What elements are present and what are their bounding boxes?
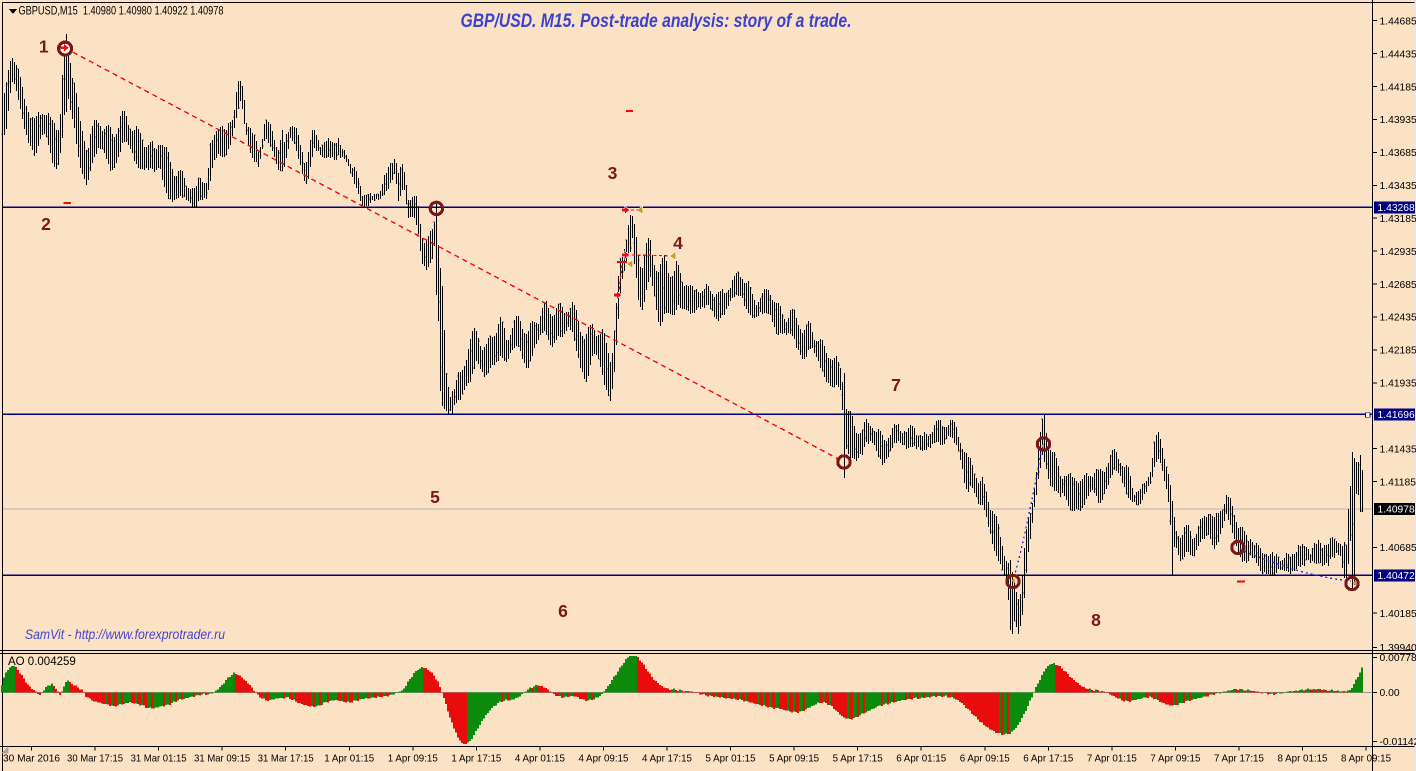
- svg-text:31 Mar 01:15: 31 Mar 01:15: [131, 753, 187, 765]
- svg-text:1.43268: 1.43268: [1378, 203, 1415, 214]
- svg-text:30 Mar 17:15: 30 Mar 17:15: [67, 753, 123, 765]
- svg-text:1.40685: 1.40685: [1380, 543, 1416, 554]
- svg-text:1.43935: 1.43935: [1380, 115, 1416, 126]
- svg-text:1.40978: 1.40978: [1378, 505, 1415, 516]
- svg-text:5 Apr 17:15: 5 Apr 17:15: [833, 753, 883, 765]
- svg-text:-0.01142: -0.01142: [1380, 737, 1416, 748]
- svg-text:8 Apr 01:15: 8 Apr 01:15: [1278, 753, 1328, 765]
- svg-text:1.44435: 1.44435: [1380, 49, 1416, 60]
- svg-text:5 Apr 01:15: 5 Apr 01:15: [706, 753, 756, 765]
- svg-text:GBPUSD,M15 1.40980 1.40980 1.: GBPUSD,M15 1.40980 1.40980 1.40922 1.409…: [19, 6, 224, 18]
- svg-text:3: 3: [608, 163, 618, 183]
- svg-text:1: 1: [39, 36, 49, 56]
- svg-text:SamVit - http://www.forexprotr: SamVit - http://www.forexprotrader.ru: [25, 627, 225, 642]
- svg-text:0.00778: 0.00778: [1380, 653, 1416, 664]
- svg-text:8 Apr 09:15: 8 Apr 09:15: [1341, 753, 1391, 765]
- svg-text:31 Mar 17:15: 31 Mar 17:15: [258, 753, 314, 765]
- svg-text:0.00: 0.00: [1380, 688, 1400, 699]
- svg-text:30 Mar 2016: 30 Mar 2016: [3, 753, 60, 765]
- svg-text:1.43685: 1.43685: [1380, 148, 1416, 159]
- svg-text:4 Apr 01:15: 4 Apr 01:15: [515, 753, 565, 765]
- svg-text:4 Apr 17:15: 4 Apr 17:15: [642, 753, 692, 765]
- svg-text:1.40472: 1.40472: [1378, 571, 1415, 582]
- svg-text:1.40185: 1.40185: [1380, 609, 1416, 620]
- svg-text:1 Apr 09:15: 1 Apr 09:15: [388, 753, 438, 765]
- svg-text:5 Apr 09:15: 5 Apr 09:15: [769, 753, 819, 765]
- svg-text:8: 8: [1091, 610, 1101, 630]
- svg-text:4 Apr 09:15: 4 Apr 09:15: [578, 753, 628, 765]
- svg-text:1.43185: 1.43185: [1380, 214, 1416, 225]
- svg-text:2: 2: [41, 214, 51, 234]
- svg-text:1 Apr 01:15: 1 Apr 01:15: [324, 753, 374, 765]
- svg-text:7: 7: [891, 375, 901, 395]
- svg-text:1.42685: 1.42685: [1380, 280, 1416, 291]
- svg-text:5: 5: [430, 487, 440, 507]
- svg-text:7 Apr 01:15: 7 Apr 01:15: [1087, 753, 1137, 765]
- svg-text:1.41935: 1.41935: [1380, 379, 1416, 390]
- svg-text:AO 0.004259: AO 0.004259: [8, 656, 76, 668]
- svg-text:GBP/USD. M15. Post-trade analy: GBP/USD. M15. Post-trade analysis: story…: [461, 11, 852, 32]
- svg-text:1.41185: 1.41185: [1380, 477, 1416, 488]
- svg-text:6: 6: [558, 601, 568, 621]
- svg-text:4: 4: [673, 233, 683, 253]
- svg-text:1.44185: 1.44185: [1380, 82, 1416, 93]
- svg-text:7 Apr 09:15: 7 Apr 09:15: [1150, 753, 1200, 765]
- svg-text:1.41435: 1.41435: [1380, 444, 1416, 455]
- svg-text:6 Apr 17:15: 6 Apr 17:15: [1023, 753, 1073, 765]
- svg-text:31 Mar 09:15: 31 Mar 09:15: [194, 753, 250, 765]
- svg-text:7 Apr 17:15: 7 Apr 17:15: [1214, 753, 1264, 765]
- svg-text:1 Apr 17:15: 1 Apr 17:15: [451, 753, 501, 765]
- svg-text:1.42185: 1.42185: [1380, 346, 1416, 357]
- svg-text:6 Apr 09:15: 6 Apr 09:15: [960, 753, 1010, 765]
- svg-text:1.41696: 1.41696: [1378, 410, 1415, 421]
- svg-text:1.39940: 1.39940: [1380, 643, 1416, 654]
- svg-text:1.42435: 1.42435: [1380, 313, 1416, 324]
- svg-text:1.42935: 1.42935: [1380, 247, 1416, 258]
- svg-text:1.43435: 1.43435: [1380, 181, 1416, 192]
- svg-text:1.44685: 1.44685: [1380, 17, 1416, 28]
- svg-text:6 Apr 01:15: 6 Apr 01:15: [896, 753, 946, 765]
